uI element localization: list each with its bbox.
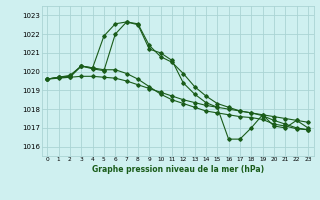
X-axis label: Graphe pression niveau de la mer (hPa): Graphe pression niveau de la mer (hPa): [92, 165, 264, 174]
